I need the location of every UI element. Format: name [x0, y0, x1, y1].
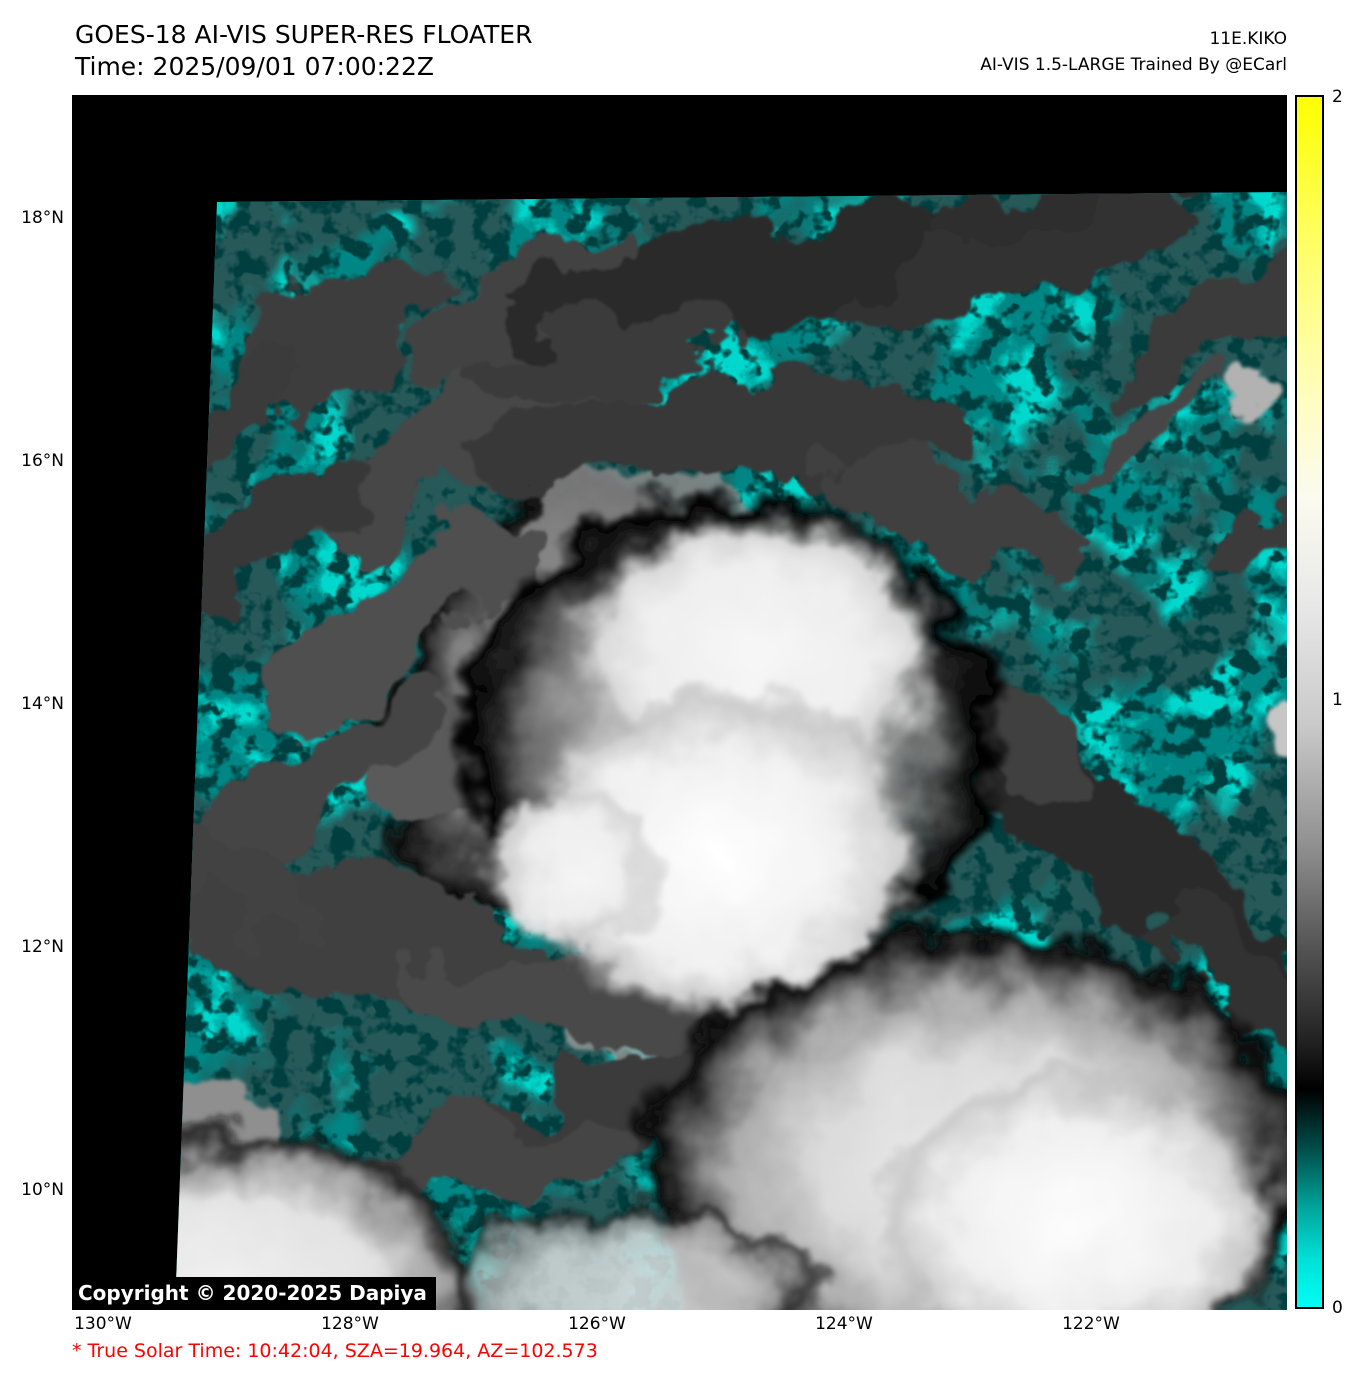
image-timestamp: Time: 2025/09/01 07:00:22Z	[75, 52, 434, 81]
satellite-imagery	[175, 192, 1287, 1310]
true-solar-time-note: * True Solar Time: 10:42:04, SZA=19.964,…	[72, 1340, 598, 1362]
lat-tick-16n: 16°N	[21, 451, 64, 471]
colorbar-tick-min: 0	[1332, 1298, 1343, 1318]
colorbar	[1295, 95, 1324, 1309]
model-credit: AI-VIS 1.5-LARGE Trained By @ECarl	[980, 55, 1287, 75]
lat-tick-14n: 14°N	[21, 694, 64, 714]
lat-tick-10n: 10°N	[21, 1180, 64, 1200]
colorbar-tick-mid: 1	[1332, 690, 1343, 710]
satellite-plot-area: Copyright © 2020-2025 Dapiya	[72, 95, 1287, 1310]
lon-tick-128w: 128°W	[321, 1314, 379, 1334]
storm-id: 11E.KIKO	[1209, 29, 1287, 49]
colorbar-tick-max: 2	[1332, 87, 1343, 107]
lon-tick-130w: 130°W	[74, 1314, 132, 1334]
lat-tick-18n: 18°N	[21, 208, 64, 228]
lon-tick-122w: 122°W	[1062, 1314, 1120, 1334]
copyright-watermark: Copyright © 2020-2025 Dapiya	[72, 1277, 436, 1310]
header-right: 11E.KIKO AI-VIS 1.5-LARGE Trained By @EC…	[980, 26, 1287, 78]
lon-tick-124w: 124°W	[815, 1314, 873, 1334]
lon-tick-126w: 126°W	[568, 1314, 626, 1334]
product-title: GOES-18 AI-VIS SUPER-RES FLOATER	[75, 20, 533, 49]
lat-tick-12n: 12°N	[21, 937, 64, 957]
